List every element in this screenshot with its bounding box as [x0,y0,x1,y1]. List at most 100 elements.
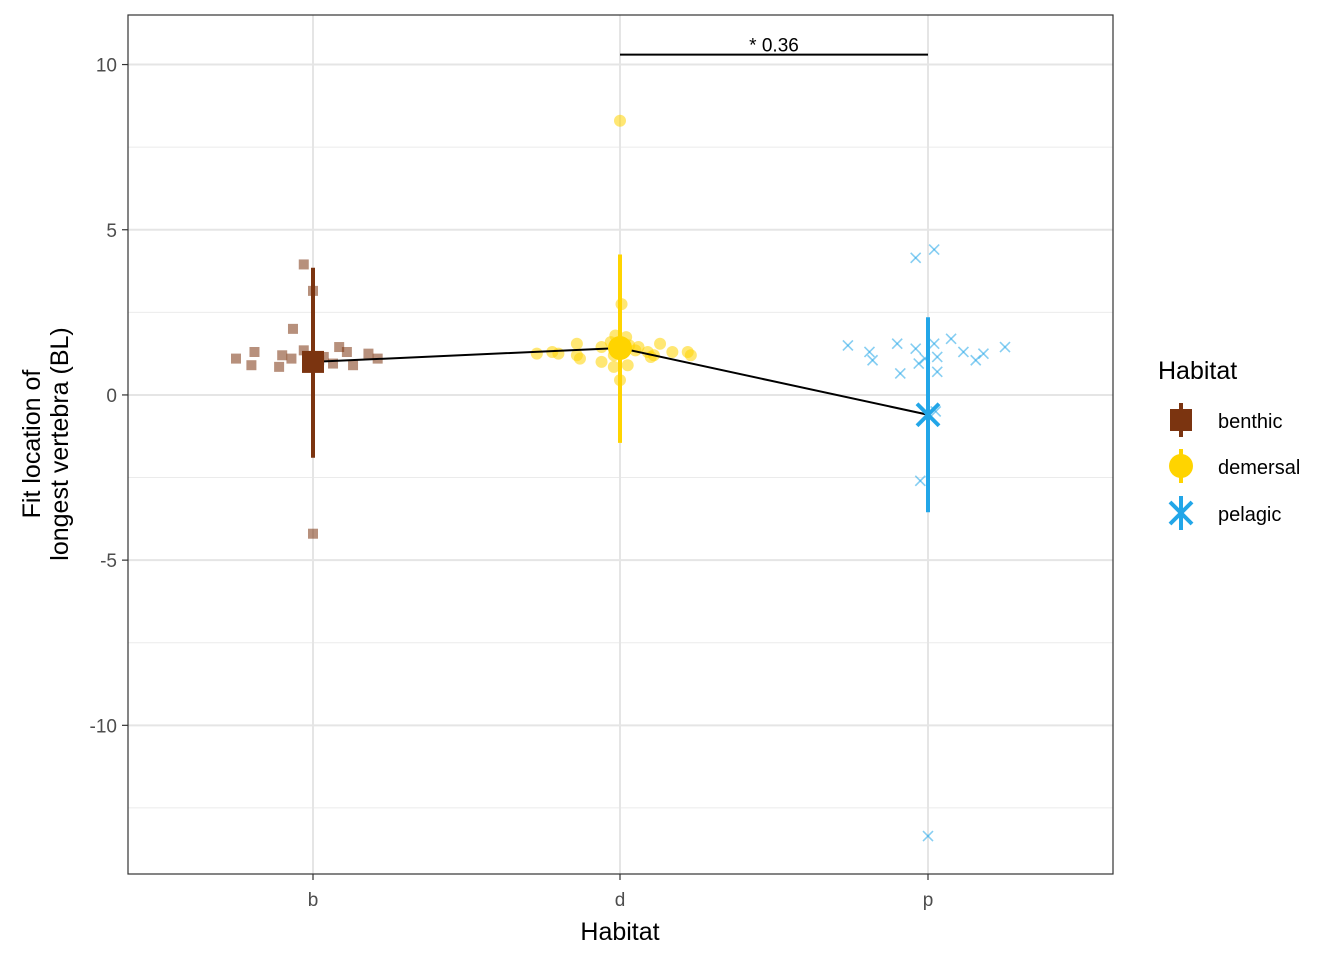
data-point-pelagic [931,366,943,378]
data-point-demersal [615,298,628,311]
y-tick-label: -10 [90,716,117,737]
x-stroke [977,348,990,360]
y-axis-title: Fit location of longest vertebra (BL) [18,327,74,560]
data-point-pelagic [928,244,940,256]
data-point-demersal [684,349,697,362]
x-tick-label: b [308,890,319,911]
data-point-benthic [231,353,241,364]
data-point-benthic [308,528,318,539]
data-point-pelagic [863,346,876,358]
x-stroke [894,367,906,380]
x-stroke [999,341,1011,353]
x-stroke [919,353,931,365]
data-point-pelagic [922,830,934,842]
data-point-demersal [530,347,543,360]
x-stroke [945,333,957,345]
data-point-demersal [614,114,626,127]
x-stroke [922,830,934,842]
legend-key-pelagic [1168,496,1194,530]
data-point-benthic [348,360,359,371]
data-point-pelagic [957,346,969,358]
x-stroke [910,343,922,355]
y-tick-label: -5 [100,551,117,572]
x-stroke [1168,500,1194,526]
data-point-pelagic [945,333,957,345]
legend-key-marker [1168,500,1194,526]
legend-label-benthic: benthic [1218,411,1283,433]
x-stroke [928,244,940,256]
data-point-pelagic [914,475,926,487]
significance-annotation: * 0.36 [620,36,928,57]
y-tick-label: 0 [106,386,117,407]
data-point-benthic [298,259,309,270]
x-stroke [914,475,926,487]
x-stroke [957,346,969,358]
y-axis-title-line-2: longest vertebra (BL) [46,327,74,560]
data-point-pelagic [931,351,943,363]
x-stroke [910,252,922,264]
y-tick-label: 5 [106,221,117,242]
y-axis-title-line-1: Fit location of [18,370,46,519]
data-point-pelagic [913,357,925,370]
data-point-pelagic [919,353,931,365]
data-point-pelagic [928,338,940,350]
plot-panel: * 0.36 [127,14,1114,875]
data-point-benthic [246,360,257,371]
mean-marker-demersal [608,336,632,361]
data-point-benthic [249,346,260,357]
x-stroke [930,405,942,418]
mean-markers [302,336,941,428]
legend-keys [1168,403,1194,530]
data-point-benthic [287,323,298,334]
data-point-benthic [341,346,352,357]
data-point-demersal [570,337,583,350]
data-point-demersal [654,337,667,350]
data-point-demersal [595,355,608,368]
legend-label-demersal: demersal [1218,457,1300,479]
x-stroke [931,351,943,363]
legend-key-demersal [1169,449,1193,483]
legend-key-benthic [1170,403,1192,437]
x-stroke [866,354,879,366]
data-point-pelagic [866,354,879,366]
data-point-pelagic [894,367,906,380]
x-axis-title: Habitat [580,918,659,946]
x-stroke [915,402,941,428]
data-point-benthic [328,358,339,369]
data-point-pelagic [910,343,922,355]
x-stroke [913,357,925,370]
data-point-pelagic [910,252,922,264]
legend-key-marker [1169,454,1193,478]
data-point-benthic [286,353,297,364]
data-point-pelagic [977,348,990,360]
data-point-benthic [334,342,345,353]
data-point-benthic [277,350,288,361]
y-axis: 10 5 0 -5 -10 [90,56,128,737]
data-points [231,114,1011,842]
x-stroke [931,366,943,378]
mean-marker-benthic [302,350,324,373]
data-point-pelagic [891,338,903,350]
significance-label: * 0.36 [749,36,799,57]
data-point-pelagic [999,341,1011,353]
x-stroke [842,339,854,351]
x-tick-label: p [923,890,934,911]
data-point-benthic [274,361,285,372]
data-point-demersal [621,359,634,372]
data-point-demersal [607,360,620,373]
x-stroke [891,338,903,350]
data-point-demersal [573,352,586,365]
legend: Habitat benthic demersal pelagic [1158,357,1300,530]
data-point-benthic [298,345,309,356]
data-point-demersal [595,341,608,354]
data-point-demersal [614,374,626,387]
x-tick-label: d [615,890,626,911]
legend-label-pelagic: pelagic [1218,504,1281,526]
legend-title: Habitat [1158,357,1237,385]
data-point-demersal [552,347,565,360]
x-stroke [863,346,876,358]
mean-marker-pelagic [915,402,941,428]
data-point-demersal [666,345,679,358]
